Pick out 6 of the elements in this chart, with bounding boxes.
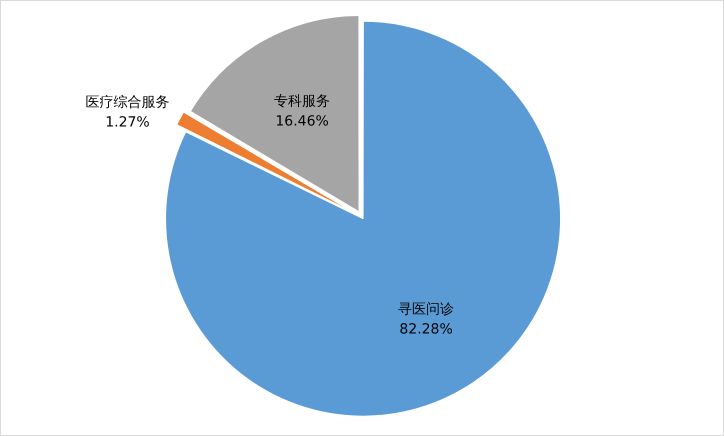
slice-label: 寻医问诊 <box>398 302 454 318</box>
data-label: 16.46% <box>275 113 329 130</box>
slice-label: 医疗综合服务 <box>86 94 170 110</box>
data-label: 1.27% <box>105 114 150 130</box>
data-label: 82.28% <box>399 322 453 338</box>
slice-label: 专科服务 <box>274 93 330 110</box>
